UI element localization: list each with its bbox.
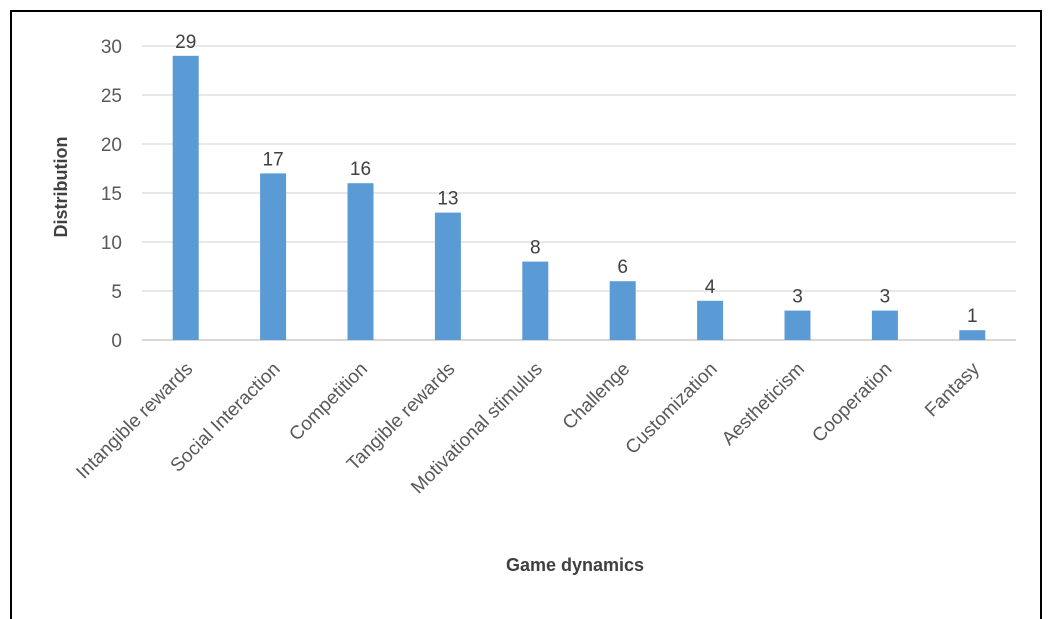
x-tick-label: Competition [285, 359, 372, 446]
bar [784, 310, 811, 340]
data-labels: 29 17 16 13 8 6 4 3 3 1 [175, 32, 977, 327]
y-tick-label: 15 [101, 184, 122, 205]
data-label: 3 [880, 287, 891, 308]
bar [260, 173, 287, 340]
data-label: 29 [175, 32, 196, 53]
data-label: 6 [617, 257, 628, 278]
data-label: 13 [437, 189, 458, 210]
x-tick-label: Challenge [559, 359, 634, 434]
gridlines [142, 45, 1016, 341]
y-axis-title: Distribution [51, 137, 71, 238]
y-tick-label: 10 [101, 233, 122, 254]
data-label: 3 [792, 287, 803, 308]
data-label: 17 [263, 149, 284, 170]
bar [959, 330, 986, 340]
y-tick-label: 25 [101, 86, 122, 107]
x-tick-label: Customization [622, 359, 722, 459]
data-label: 1 [967, 306, 978, 327]
bar [697, 300, 724, 340]
y-tick-label: 30 [101, 37, 122, 58]
bar [522, 261, 549, 340]
data-label: 4 [705, 277, 716, 298]
x-tick-label: Fantasy [921, 358, 984, 421]
y-axis-ticks: 0 5 10 15 20 25 30 [101, 37, 122, 352]
bar [347, 183, 374, 340]
data-label: 8 [530, 238, 541, 259]
bars [172, 55, 986, 341]
x-tick-label: Cooperation [808, 359, 896, 447]
bar [609, 281, 636, 340]
x-axis-title: Game dynamics [506, 555, 644, 575]
bar [434, 212, 461, 340]
bar [172, 55, 199, 341]
y-tick-label: 5 [111, 282, 122, 303]
bar [871, 310, 898, 340]
y-tick-label: 20 [101, 135, 122, 156]
x-tick-label: Aestheticism [718, 359, 809, 450]
data-label: 16 [350, 159, 371, 180]
y-tick-label: 0 [111, 331, 122, 352]
